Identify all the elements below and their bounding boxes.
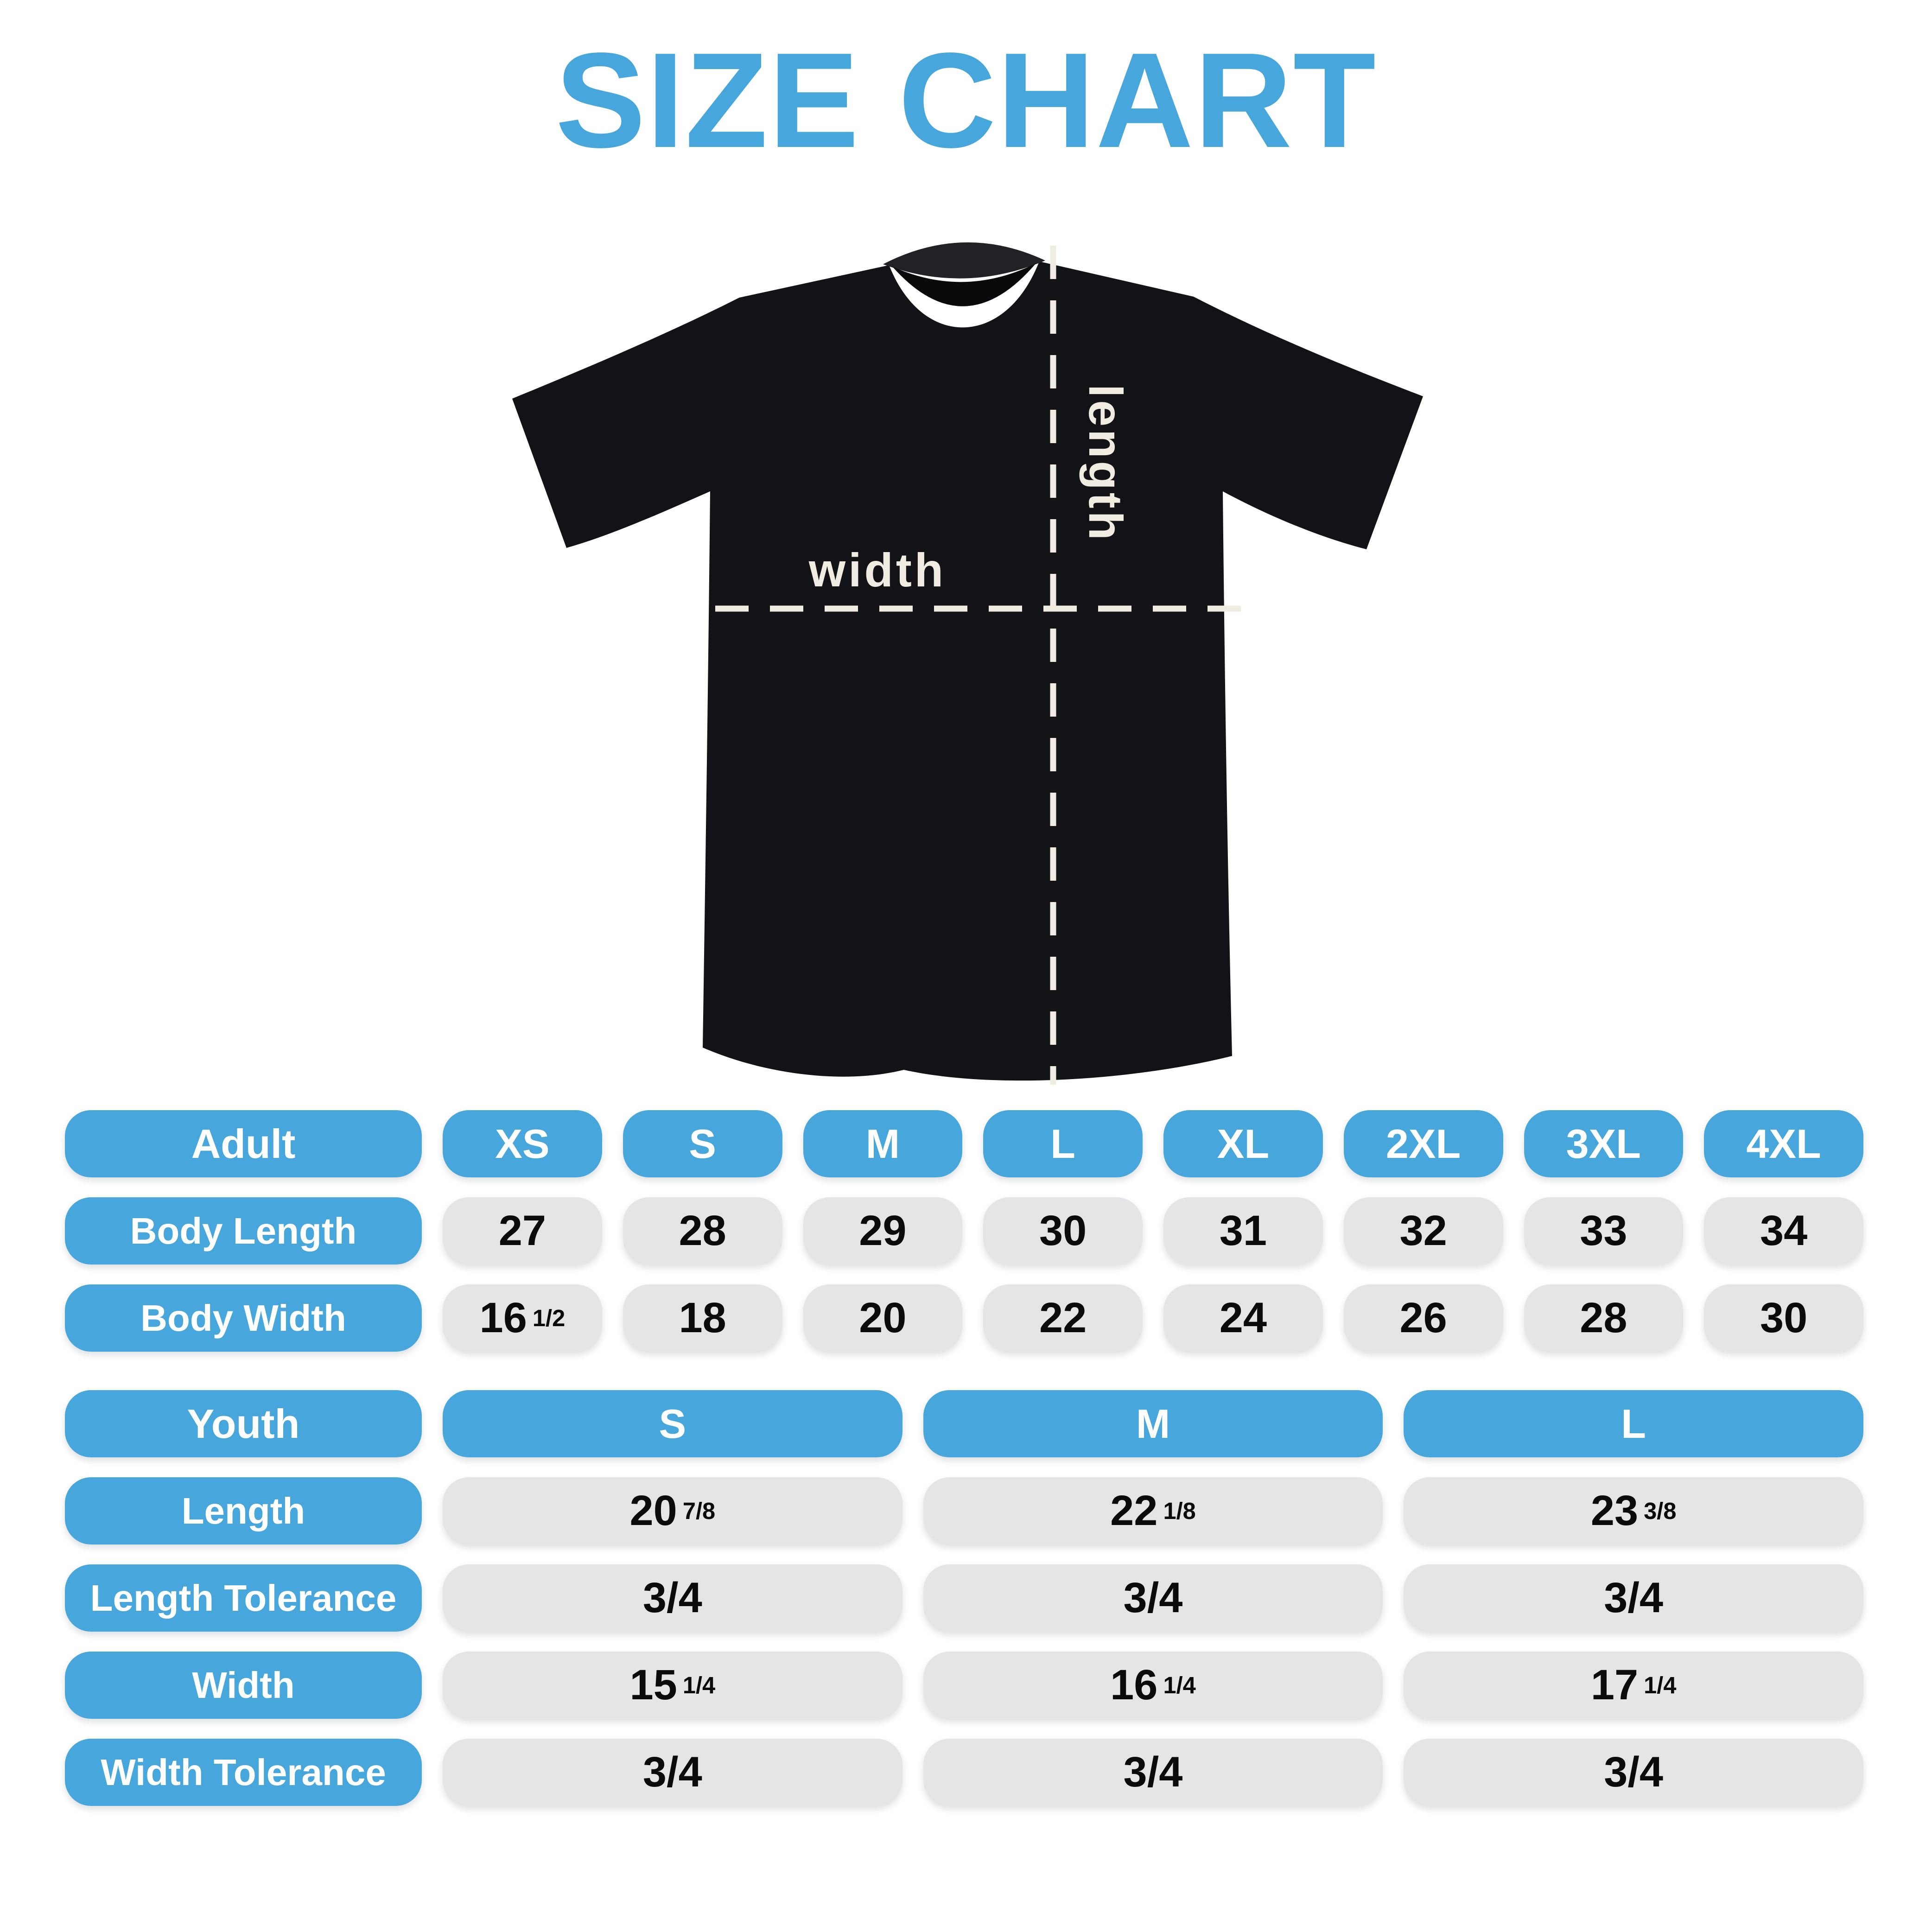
adult-value-cell: 16 1/2	[443, 1284, 602, 1352]
cell-value: 22	[1110, 1487, 1158, 1534]
youth-value-cell: 17 1/4	[1404, 1652, 1863, 1719]
youth-value-cell: 3/4	[443, 1564, 902, 1632]
adult-size-header: XL	[1163, 1110, 1323, 1177]
cell-value: 18	[679, 1294, 726, 1341]
tshirt-collar	[883, 242, 1045, 279]
cell-value: 3/4	[642, 1574, 702, 1621]
adult-value-cell: 32	[1343, 1197, 1503, 1265]
youth-size-header: M	[923, 1390, 1383, 1457]
cell-value: 34	[1760, 1207, 1808, 1254]
cell-value: 30	[1039, 1207, 1087, 1254]
cell-value: 16	[1110, 1661, 1158, 1709]
youth-value-cell: 16 1/4	[923, 1652, 1383, 1719]
adult-value-cell: 33	[1524, 1197, 1684, 1265]
cell-value: 27	[498, 1207, 547, 1254]
adult-section-header: Adult	[65, 1110, 422, 1177]
cell-value: 17	[1590, 1661, 1639, 1709]
adult-size-header: 4XL	[1704, 1110, 1863, 1177]
cell-value: 33	[1580, 1207, 1627, 1254]
youth-value-cell: 3/4	[1404, 1739, 1863, 1806]
cell-value: 20	[629, 1487, 677, 1534]
youth-value-cell: 3/4	[923, 1564, 1383, 1632]
adult-value-cell: 34	[1704, 1197, 1863, 1265]
page-title: SIZE CHART	[555, 25, 1377, 176]
youth-section-header: Youth	[65, 1390, 422, 1457]
cell-value: 3/4	[1123, 1748, 1183, 1796]
youth-row-label: Width	[65, 1652, 422, 1719]
cell-value: 16	[479, 1294, 527, 1341]
adult-size-header: S	[623, 1110, 782, 1177]
adult-size-table: Adult XS S M L XL 2XL 3XL 4XL Body Lengt…	[65, 1110, 1863, 1352]
cell-value: 20	[859, 1294, 907, 1341]
adult-size-header: XS	[443, 1110, 602, 1177]
tshirt-neck-opening	[892, 263, 1036, 306]
adult-row-label: Body Length	[65, 1197, 422, 1265]
youth-value-cell: 3/4	[443, 1739, 902, 1806]
youth-value-cell: 3/4	[1404, 1564, 1863, 1632]
adult-value-cell: 27	[443, 1197, 602, 1265]
cell-value: 23	[1590, 1487, 1639, 1534]
adult-size-header: 3XL	[1524, 1110, 1684, 1177]
adult-value-cell: 31	[1163, 1197, 1323, 1265]
adult-value-cell: 30	[983, 1197, 1143, 1265]
youth-row-label: Width Tolerance	[65, 1739, 422, 1806]
adult-value-cell: 24	[1163, 1284, 1323, 1352]
cell-value: 29	[859, 1207, 907, 1254]
adult-value-cell: 28	[623, 1197, 782, 1265]
adult-value-cell: 18	[623, 1284, 782, 1352]
youth-value-cell: 22 1/8	[923, 1477, 1383, 1544]
youth-row-label: Length	[65, 1477, 422, 1544]
cell-value: 30	[1760, 1294, 1808, 1341]
size-tables: Adult XS S M L XL 2XL 3XL 4XL Body Lengt…	[65, 1110, 1863, 1806]
adult-value-cell: 20	[803, 1284, 963, 1352]
tshirt-measurement-diagram: width length	[487, 213, 1460, 1094]
width-label: width	[808, 544, 946, 597]
cell-value: 31	[1219, 1207, 1267, 1254]
youth-value-cell: 15 1/4	[443, 1652, 902, 1719]
adult-value-cell: 30	[1704, 1284, 1863, 1352]
tshirt-silhouette	[512, 261, 1423, 1081]
youth-row-label: Length Tolerance	[65, 1564, 422, 1632]
adult-size-header: M	[803, 1110, 963, 1177]
cell-value: 3/4	[1604, 1748, 1664, 1796]
youth-value-cell: 20 7/8	[443, 1477, 902, 1544]
adult-value-cell: 22	[983, 1284, 1143, 1352]
adult-size-header: L	[983, 1110, 1143, 1177]
length-label: length	[1079, 384, 1132, 543]
adult-size-header: 2XL	[1343, 1110, 1503, 1177]
cell-value: 26	[1399, 1294, 1447, 1341]
cell-value: 15	[629, 1661, 677, 1709]
cell-value: 3/4	[1604, 1574, 1664, 1621]
youth-size-table: Youth S M L Length 20 7/8 22 1/8 23 3/8 Len…	[65, 1390, 1863, 1806]
youth-size-header: L	[1404, 1390, 1863, 1457]
cell-value: 28	[679, 1207, 726, 1254]
cell-value: 3/4	[642, 1748, 702, 1796]
adult-row-label: Body Width	[65, 1284, 422, 1352]
youth-value-cell: 3/4	[923, 1739, 1383, 1806]
cell-value: 22	[1039, 1294, 1087, 1341]
cell-value: 3/4	[1123, 1574, 1183, 1621]
youth-value-cell: 23 3/8	[1404, 1477, 1863, 1544]
cell-value: 32	[1399, 1207, 1447, 1254]
cell-value: 28	[1580, 1294, 1627, 1341]
adult-value-cell: 26	[1343, 1284, 1503, 1352]
cell-value: 24	[1219, 1294, 1267, 1341]
adult-value-cell: 28	[1524, 1284, 1684, 1352]
adult-value-cell: 29	[803, 1197, 963, 1265]
youth-size-header: S	[443, 1390, 902, 1457]
